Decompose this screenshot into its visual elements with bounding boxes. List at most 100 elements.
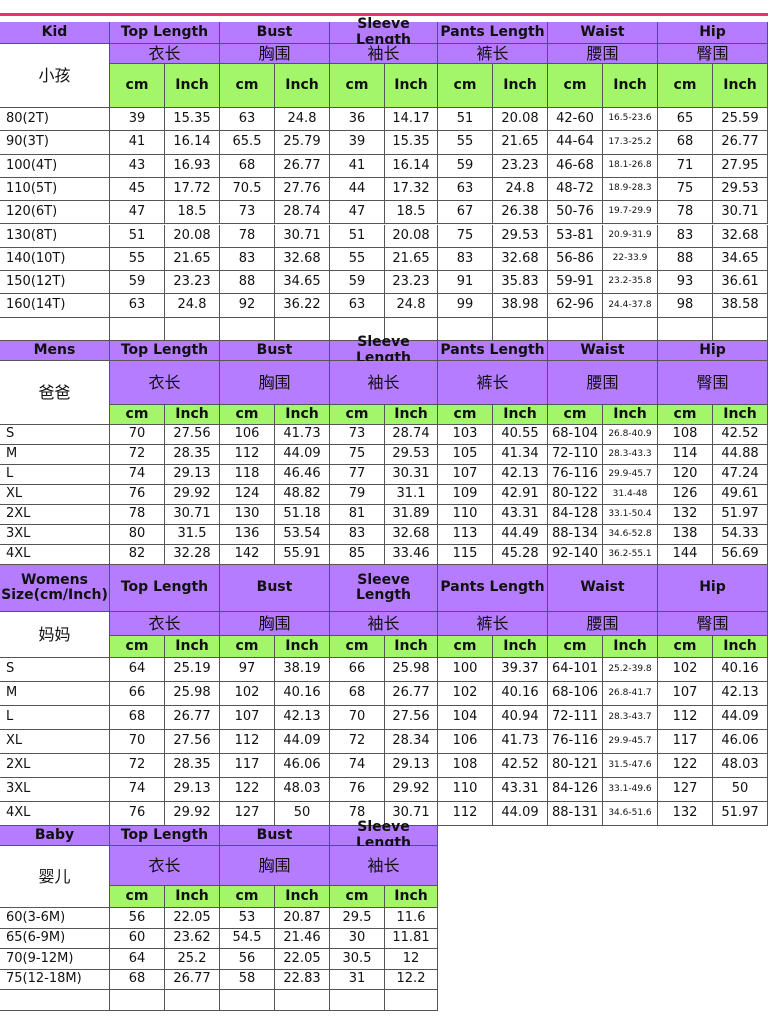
size-label: 90(3T) <box>0 131 110 155</box>
size-value: 81 <box>330 505 385 525</box>
size-value: 42.13 <box>493 465 548 485</box>
unit-label: Inch <box>385 886 438 908</box>
size-value: 28.3-43.3 <box>603 445 658 465</box>
unit-label: Inch <box>165 405 220 425</box>
size-value: 44.09 <box>493 802 548 826</box>
size-value: 25.19 <box>165 658 220 682</box>
size-value: 46-68 <box>548 154 603 178</box>
size-value: 29.92 <box>385 778 438 802</box>
unit-label: cm <box>110 886 165 908</box>
size-value: 59-91 <box>548 271 603 295</box>
size-value: 44.09 <box>275 730 330 754</box>
size-label: L <box>0 465 110 485</box>
size-value: 18.5 <box>165 201 220 225</box>
size-value: 106 <box>438 730 493 754</box>
size-label: S <box>0 425 110 445</box>
unit-label: Inch <box>275 636 330 658</box>
size-value: 80-122 <box>548 485 603 505</box>
size-value: 43.31 <box>493 505 548 525</box>
unit-label: Inch <box>165 636 220 658</box>
unit-label: cm <box>658 405 713 425</box>
size-value: 21.46 <box>275 928 330 949</box>
size-value: 78 <box>330 802 385 826</box>
size-value: 44.09 <box>275 445 330 465</box>
size-label: 80(2T) <box>0 108 110 132</box>
size-value: 85 <box>330 545 385 565</box>
blank-cell <box>493 317 548 341</box>
unit-label: Inch <box>165 64 220 108</box>
size-value: 102 <box>220 682 275 706</box>
size-value: 44.49 <box>493 525 548 545</box>
size-label: 3XL <box>0 525 110 545</box>
column-header-zh: 衣长 <box>110 612 220 636</box>
size-value: 29.53 <box>713 177 768 202</box>
size-value: 59 <box>110 271 165 295</box>
size-value: 34.65 <box>713 247 768 272</box>
size-value: 54.33 <box>713 525 768 545</box>
unit-label: Inch <box>493 636 548 658</box>
size-value: 17.72 <box>165 177 220 202</box>
size-value: 68 <box>220 154 275 178</box>
size-value: 70 <box>330 706 385 730</box>
size-value: 76-116 <box>548 465 603 485</box>
size-value: 23.23 <box>493 154 548 178</box>
size-value: 88-131 <box>548 802 603 826</box>
size-value: 43.31 <box>493 778 548 802</box>
size-value: 23.2-35.8 <box>603 271 658 295</box>
blank-cell <box>0 317 110 341</box>
size-label: 100(4T) <box>0 154 110 178</box>
size-value: 79 <box>330 485 385 505</box>
size-value: 40.16 <box>493 682 548 706</box>
column-header: Sleeve Length <box>330 16 438 47</box>
column-header-zh: 腰围 <box>548 612 658 636</box>
size-value: 71 <box>658 154 713 178</box>
size-value: 31.4-48 <box>603 485 658 505</box>
unit-label: cm <box>438 405 493 425</box>
size-value: 36 <box>330 108 385 132</box>
column-header-zh: 胸围 <box>220 612 330 636</box>
unit-label: Inch <box>603 405 658 425</box>
size-value: 76 <box>110 802 165 826</box>
size-value: 64-101 <box>548 658 603 682</box>
size-value: 41 <box>110 131 165 155</box>
size-value: 16.14 <box>385 154 438 178</box>
unit-label: Inch <box>713 405 768 425</box>
unit-label: cm <box>438 64 493 108</box>
size-value: 26.38 <box>493 201 548 225</box>
size-value: 17.3-25.2 <box>603 131 658 155</box>
section-label: Mens <box>0 341 110 361</box>
size-value: 26.77 <box>165 706 220 730</box>
size-value: 68 <box>110 969 165 990</box>
size-value: 46.06 <box>275 754 330 778</box>
size-value: 27.95 <box>713 154 768 178</box>
size-value: 24.4-37.8 <box>603 294 658 318</box>
size-value: 127 <box>658 778 713 802</box>
size-value: 31 <box>330 969 385 990</box>
size-value: 97 <box>220 658 275 682</box>
size-value: 66 <box>330 658 385 682</box>
unit-label: cm <box>330 64 385 108</box>
blank-cell <box>220 990 275 1011</box>
size-value: 30.71 <box>165 505 220 525</box>
size-value: 20.08 <box>385 224 438 248</box>
column-header: Sleeve Length <box>330 565 438 612</box>
size-value: 29.5 <box>330 908 385 929</box>
column-header: Waist <box>548 565 658 612</box>
column-header: Top Length <box>110 826 220 846</box>
size-value: 126 <box>658 485 713 505</box>
size-value: 30.71 <box>385 802 438 826</box>
size-label: 4XL <box>0 545 110 565</box>
column-header-zh: 胸围 <box>220 846 330 886</box>
size-value: 44-64 <box>548 131 603 155</box>
size-value: 29.9-45.7 <box>603 465 658 485</box>
size-value: 40.16 <box>275 682 330 706</box>
column-header: Top Length <box>110 565 220 612</box>
size-value: 138 <box>658 525 713 545</box>
column-header: Bust <box>220 22 330 44</box>
size-value: 78 <box>220 224 275 248</box>
unit-label: cm <box>330 405 385 425</box>
section-sublabel: 爸爸 <box>0 361 110 425</box>
size-value: 30 <box>330 928 385 949</box>
size-value: 107 <box>438 465 493 485</box>
unit-label: cm <box>658 636 713 658</box>
